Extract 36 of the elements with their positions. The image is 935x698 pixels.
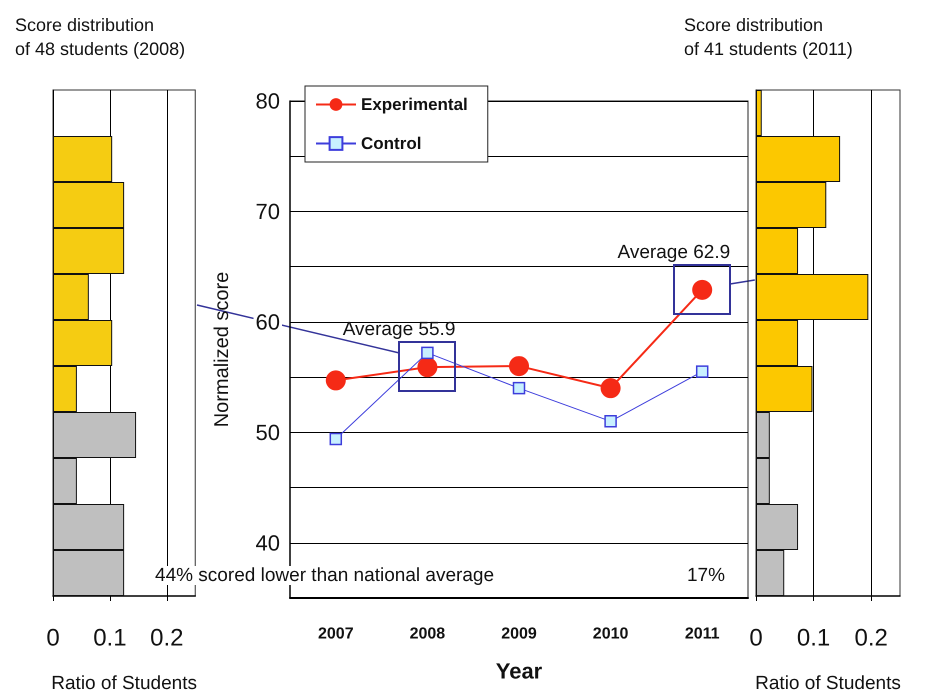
x-tick-label: 2007	[318, 626, 354, 642]
x-tick-label: 0	[749, 624, 763, 652]
x-tick-label: 2010	[592, 626, 628, 642]
x-tick-label: 2009	[501, 626, 537, 642]
point	[330, 432, 342, 446]
x-tick-label: 0.1	[93, 624, 127, 652]
y-tick-label: 40	[256, 530, 280, 556]
y-axis-title: Normalized score	[211, 272, 233, 428]
chart-title: Score distribution of 48 students (2008)	[15, 15, 186, 59]
x-tick-label: 0.2	[150, 624, 184, 652]
y-tick-label: 60	[256, 309, 280, 334]
annotation: Average 62.9	[618, 242, 730, 263]
x-tick-label: 2008	[410, 626, 446, 642]
y-tick-label: 70	[256, 198, 280, 224]
point	[509, 356, 529, 376]
point	[696, 365, 708, 378]
x-tick-label: 2011	[684, 626, 720, 642]
x-tick-label: 0.2	[854, 624, 888, 652]
x-axis-title: Ratio of Students	[755, 673, 901, 694]
point	[512, 382, 526, 394]
point	[421, 346, 434, 360]
point	[326, 370, 346, 390]
annotation: Average 55.9	[342, 319, 456, 340]
x-axis-title: Year	[496, 658, 543, 684]
x-tick-label: 0.1	[796, 624, 830, 652]
legend-label: Experimental	[361, 95, 468, 114]
chart-title: Score distribution of 41 students (2011)	[684, 15, 853, 59]
x-tick-label: 0	[46, 624, 60, 652]
annotation: 44% scored lower than national average	[155, 565, 494, 586]
legend-label: Control	[361, 134, 422, 153]
annotation: 17%	[686, 565, 726, 586]
x-axis-title: Ratio of Students	[51, 673, 198, 694]
y-tick-label: 80	[256, 88, 280, 114]
point	[604, 415, 617, 428]
point	[600, 378, 621, 398]
y-tick-label: 50	[256, 420, 280, 445]
